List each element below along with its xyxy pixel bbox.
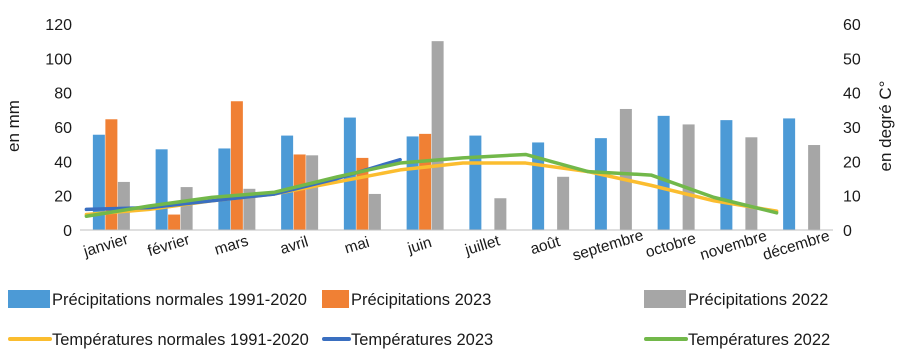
x-tick-label: novembre [698,227,769,263]
x-tick-label: mai [343,234,372,258]
legend-swatch [8,290,50,308]
legend-label: Précipitations normales 1991-2020 [52,291,307,309]
y2-axis-title: en degré C° [876,81,895,172]
x-tick-label: octobre [644,230,698,261]
x-tick-label: avril [278,233,310,258]
bar [619,108,632,230]
y2-tick-label: 0 [843,223,852,240]
bar [469,135,482,230]
bar [431,41,444,230]
x-tick-label: juin [405,234,434,258]
bar [230,101,243,230]
y2-tick-label: 10 [843,189,861,206]
series-line [84,152,779,219]
legend-label: Précipitations 2022 [688,291,828,309]
bar [720,120,733,230]
y-tick-label: 20 [54,189,72,206]
x-tick-label: juillet [462,232,502,259]
bar [218,148,231,230]
x-tick-label: août [528,233,562,258]
x-tick-label: décembre [761,227,832,263]
legend-label: Températures normales 1991-2020 [52,331,309,349]
lines-layer [84,152,779,219]
y-tick-label: 0 [63,223,72,240]
legend-label: Précipitations 2023 [351,291,491,309]
bar [745,137,758,230]
bar [117,181,130,230]
bar [168,214,181,230]
bar [557,176,570,230]
legend-label: Températures 2022 [688,331,830,349]
bar [808,145,821,230]
bar [406,136,419,230]
y2-tick-label: 20 [843,154,861,171]
bar [594,138,607,230]
legend-label: Températures 2023 [351,331,493,349]
bar [657,115,670,230]
x-tick-label: janvier [81,231,131,261]
y2-tick-label: 40 [843,86,861,103]
y2-tick-label: 30 [843,120,861,137]
y-tick-label: 120 [45,17,72,34]
bar [105,119,118,230]
legend-swatch [322,290,349,308]
bar [682,124,695,230]
legend-swatch [644,290,686,308]
y-tick-label: 80 [54,86,72,103]
bar [293,154,306,230]
x-tick-label: mars [213,232,251,258]
x-tick-label: février [146,231,192,260]
legend: Précipitations normales 1991-2020 Précipi… [8,290,830,349]
bar [180,187,193,230]
bar [419,133,432,230]
y2-tick-label: 50 [843,51,861,68]
bar [494,198,507,230]
y-axis-title: en mm [4,100,23,152]
bar [243,188,256,230]
bar [92,134,105,230]
y-tick-label: 100 [45,51,72,68]
y-tick-label: 40 [54,154,72,171]
x-tick-label: septembre [571,227,646,265]
bar [783,118,796,230]
bar [368,193,381,230]
bar [155,149,168,230]
y2-tick-label: 60 [843,17,861,34]
axes-layer: 0 20 40 60 80 100 120 0 10 20 30 40 50 60 janvier févri… [45,17,861,265]
bar [306,155,319,230]
bar [281,135,294,230]
y-tick-label: 60 [54,120,72,137]
